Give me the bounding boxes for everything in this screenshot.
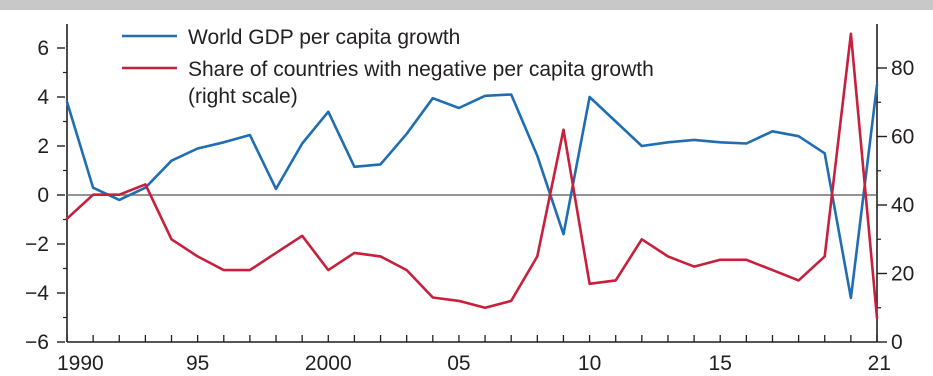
series-layer	[65, 32, 879, 320]
legend-share-label: Share of countries with negative per cap…	[188, 58, 654, 81]
top-band	[0, 0, 933, 10]
right-tick-label: 20	[891, 263, 914, 286]
left-tick-label: 0	[37, 184, 49, 207]
legend-gdp-label: World GDP per capita growth	[188, 26, 460, 49]
x-tick-label: 2000	[305, 352, 352, 375]
x-tick-label: 15	[709, 352, 732, 375]
x-tick-label: 05	[447, 352, 470, 375]
right-tick-label: 0	[891, 331, 903, 354]
right-tick-label: 40	[891, 194, 914, 217]
left-tick-label: −2	[25, 233, 49, 256]
x-tick-label: 10	[578, 352, 601, 375]
left-tick-label: −4	[25, 282, 49, 305]
right-tick-label: 80	[891, 57, 914, 80]
left-tick-label: 2	[37, 135, 49, 158]
legend-share-label: (right scale)	[188, 85, 298, 108]
x-tick-label: 95	[186, 352, 209, 375]
negative-share-line	[65, 32, 879, 320]
left-tick-label: 6	[37, 37, 49, 60]
x-tick-label: 1990	[57, 352, 104, 375]
x-tick-label: 21	[868, 352, 891, 375]
gdp-growth-line	[65, 83, 879, 300]
left-tick-label: 4	[37, 86, 49, 109]
left-tick-label: −6	[25, 331, 49, 354]
right-tick-label: 60	[891, 126, 914, 149]
legend: World GDP per capita growth Share of coun…	[122, 26, 654, 108]
